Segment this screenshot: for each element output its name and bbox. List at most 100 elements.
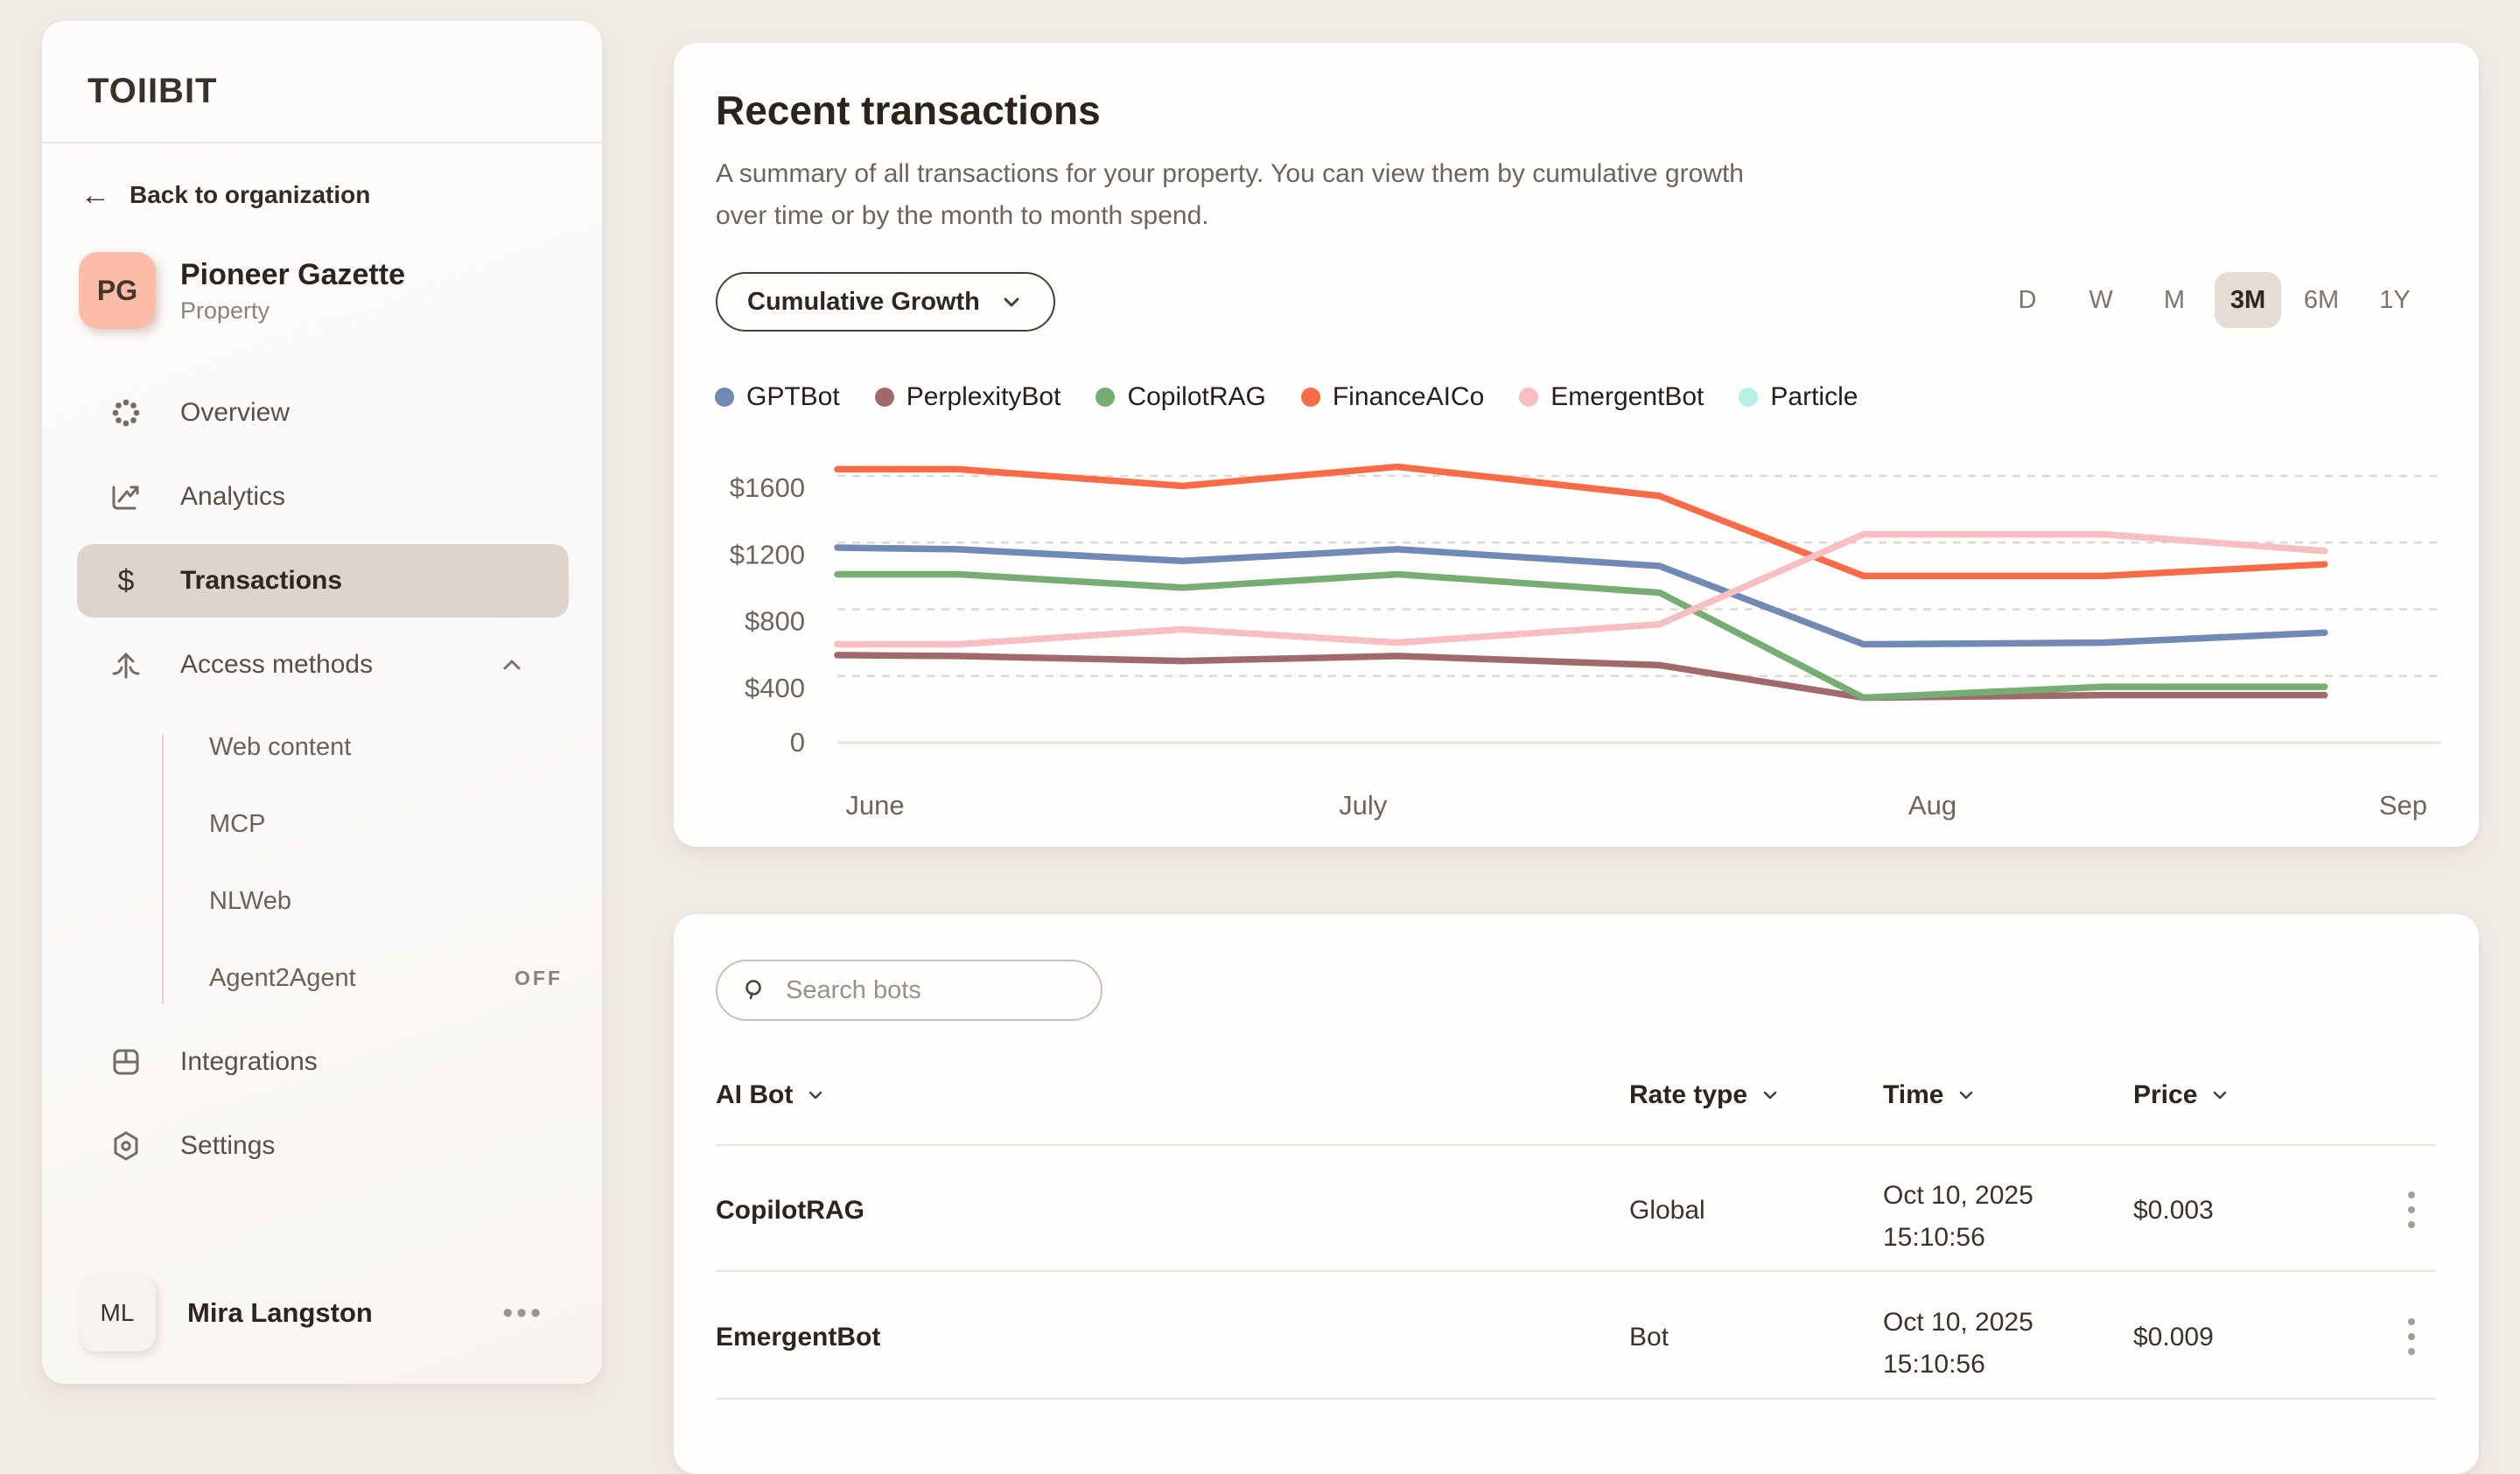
table-divider — [716, 1270, 2436, 1272]
column-label: Rate type — [1629, 1080, 1748, 1109]
back-arrow-icon: ← — [80, 178, 110, 212]
column-label: AI Bot — [716, 1080, 794, 1109]
time-clock: 15:10:56 — [1883, 1350, 1985, 1379]
access-methods-icon — [105, 647, 147, 682]
cell-time: Oct 10, 2025 15:10:56 — [1883, 1302, 2034, 1386]
row-menu-kebab-icon[interactable] — [2394, 1295, 2429, 1379]
legend-item-copilotrag[interactable]: CopilotRAG — [1096, 382, 1266, 412]
legend-item-financeaico[interactable]: FinanceAICo — [1300, 382, 1485, 412]
table-divider — [716, 1398, 2436, 1400]
chart-legend: GPTBot PerplexityBot CopilotRAG FinanceA… — [715, 382, 1893, 412]
x-axis-label: July — [1339, 790, 1388, 821]
sidebar: TOIIBIT ← Back to organization PG Pionee… — [42, 21, 602, 1384]
column-header-price[interactable]: Price — [2133, 1080, 2230, 1110]
y-axis-label: 0 — [790, 727, 805, 758]
column-header-ai-bot[interactable]: AI Bot — [716, 1080, 826, 1110]
legend-item-emergentbot[interactable]: EmergentBot — [1519, 382, 1704, 412]
sub-item-label: NLWeb — [209, 886, 292, 915]
back-label: Back to organization — [130, 181, 371, 208]
chart-area: $1600 $1200 $800 $400 0 June July Aug Sep — [700, 454, 2459, 839]
legend-dot — [1739, 388, 1759, 407]
range-button-w[interactable]: W — [2089, 285, 2113, 314]
y-axis-label: $1600 — [730, 472, 805, 503]
time-range-selector: D W M 3M 6M 1Y — [1987, 272, 2428, 328]
transactions-chart: $1600 $1200 $800 $400 0 June July Aug Sep — [730, 463, 2441, 821]
y-axis-label: $1200 — [730, 539, 805, 569]
legend-label: PerplexityBot — [906, 382, 1061, 411]
row-menu-kebab-icon[interactable] — [2394, 1168, 2429, 1252]
sidebar-item-label: Settings — [180, 1131, 276, 1160]
back-to-organization-link[interactable]: ← Back to organization — [80, 175, 370, 215]
user-account-row[interactable]: ML Mira Langston ••• — [79, 1275, 569, 1352]
sidebar-subitem-nlweb[interactable]: NLWeb — [209, 875, 559, 927]
dots-circle-icon — [105, 397, 147, 429]
sidebar-item-label: Analytics — [180, 482, 286, 511]
view-selector-value: Cumulative Growth — [747, 287, 980, 316]
series-line-EmergentBot — [834, 531, 2328, 648]
column-label: Time — [1883, 1080, 1944, 1109]
legend-item-gptbot[interactable]: GPTBot — [715, 382, 840, 412]
property-type: Property — [180, 297, 270, 324]
cell-ai-bot: EmergentBot — [716, 1323, 881, 1352]
sidebar-item-analytics[interactable]: Analytics — [77, 460, 569, 534]
range-button-m[interactable]: M — [2163, 285, 2186, 314]
chevron-down-icon — [999, 290, 1024, 314]
cell-price: $0.003 — [2133, 1196, 2214, 1225]
sidebar-item-integrations[interactable]: Integrations — [77, 1025, 569, 1099]
cell-ai-bot: CopilotRAG — [716, 1196, 864, 1225]
chevron-up-icon — [499, 652, 525, 678]
x-axis-label: Sep — [2379, 790, 2427, 821]
column-header-time[interactable]: Time — [1883, 1080, 1977, 1110]
recent-transactions-card: Recent transactions A summary of all tra… — [674, 43, 2479, 847]
off-badge: OFF — [514, 966, 563, 989]
series-line-GPTBot — [834, 544, 2328, 648]
legend-label: GPTBot — [746, 382, 840, 411]
column-label: Price — [2133, 1080, 2198, 1109]
column-header-rate-type[interactable]: Rate type — [1629, 1080, 1781, 1110]
trend-up-icon — [105, 480, 147, 513]
sidebar-item-settings[interactable]: Settings — [77, 1109, 569, 1183]
sidebar-item-label: Transactions — [180, 566, 343, 595]
transactions-table-card: AI Bot Rate type Time Price — [674, 914, 2479, 1474]
chevron-down-icon — [805, 1085, 826, 1106]
cell-time: Oct 10, 2025 15:10:56 — [1883, 1175, 2034, 1259]
sidebar-item-transactions[interactable]: $ Transactions — [77, 544, 569, 618]
search-icon — [742, 977, 768, 1003]
y-axis-label: $400 — [745, 673, 805, 703]
view-selector-dropdown[interactable]: Cumulative Growth — [716, 272, 1055, 332]
sidebar-item-label: Access methods — [180, 650, 374, 679]
sidebar-subitem-web-content[interactable]: Web content — [209, 721, 559, 773]
search-input[interactable] — [784, 975, 1117, 1006]
page-title: Recent transactions — [716, 87, 1101, 133]
sidebar-subitem-mcp[interactable]: MCP — [209, 798, 559, 850]
legend-item-perplexitybot[interactable]: PerplexityBot — [874, 382, 1061, 412]
range-button-d[interactable]: D — [2018, 285, 2037, 314]
property-switcher[interactable]: PG Pioneer Gazette Property — [79, 252, 405, 329]
range-button-6m[interactable]: 6M — [2303, 285, 2340, 314]
legend-label: FinanceAICo — [1332, 382, 1485, 411]
sidebar-subitem-agent2agent[interactable]: Agent2Agent OFF — [209, 952, 560, 1004]
legend-dot — [1300, 388, 1320, 407]
series-line-FinanceAICo — [834, 463, 2328, 580]
sub-item-label: Web content — [209, 732, 352, 761]
table-header: AI Bot Rate type Time Price — [674, 1080, 2479, 1129]
sidebar-item-label: Overview — [180, 398, 290, 427]
range-button-1y[interactable]: 1Y — [2379, 285, 2411, 314]
chevron-down-icon — [1760, 1085, 1781, 1106]
legend-label: EmergentBot — [1550, 382, 1704, 411]
cell-rate-type: Global — [1629, 1196, 1705, 1225]
cell-price: $0.009 — [2133, 1323, 2214, 1352]
chevron-down-icon — [1956, 1085, 1977, 1106]
user-avatar: ML — [79, 1275, 156, 1352]
legend-label: Particle — [1770, 382, 1858, 411]
legend-item-particle[interactable]: Particle — [1739, 382, 1858, 412]
y-axis-label: $800 — [745, 606, 805, 637]
range-button-3m[interactable]: 3M — [2215, 272, 2281, 328]
sidebar-item-label: Integrations — [180, 1047, 318, 1076]
time-date: Oct 10, 2025 — [1883, 1181, 2034, 1210]
user-menu-ellipsis-icon[interactable]: ••• — [502, 1296, 544, 1330]
sidebar-item-access-methods[interactable]: Access methods — [77, 628, 569, 702]
time-date: Oct 10, 2025 — [1883, 1308, 2034, 1337]
sidebar-item-overview[interactable]: Overview — [77, 376, 569, 450]
chevron-down-icon — [2209, 1085, 2230, 1106]
